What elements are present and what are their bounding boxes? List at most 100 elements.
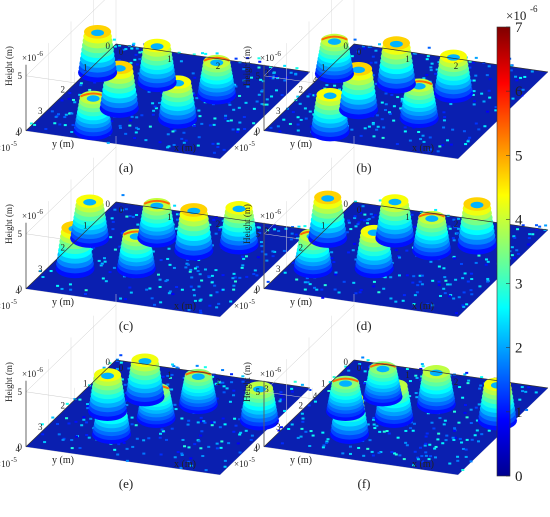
surface-noise (64, 113, 68, 116)
surface-noise (357, 446, 361, 449)
y-tick-label: 1 (83, 63, 88, 73)
surface-noise (166, 146, 170, 149)
surface-noise (242, 115, 246, 118)
surface-noise (200, 122, 204, 125)
surface-noise (222, 148, 226, 151)
surface-noise (382, 126, 386, 129)
surface-noise (471, 61, 475, 64)
surface-noise (180, 417, 184, 420)
surface-noise (217, 302, 221, 305)
surface-noise (429, 69, 433, 72)
surface-noise (131, 445, 135, 448)
surface-noise (190, 276, 194, 279)
surface-noise (449, 294, 453, 297)
surface-noise (371, 74, 375, 77)
surface-noise (75, 435, 79, 438)
x-tick-label: 1 (405, 54, 410, 64)
surface-noise (124, 132, 128, 135)
surface-noise (63, 116, 67, 119)
x-tick-label: 2 (454, 219, 459, 229)
surface-noise (430, 62, 434, 65)
panel-label: (e) (119, 476, 133, 491)
surface-noise (159, 432, 163, 435)
surface-noise (342, 280, 346, 283)
z-tick-label: 5 (18, 229, 23, 239)
surface-noise (250, 76, 254, 79)
surface-noise (397, 274, 401, 277)
surface-noise (158, 436, 162, 439)
surface-noise (120, 378, 124, 381)
surface-noise (308, 445, 312, 448)
surface-noise (398, 256, 402, 259)
surface (26, 353, 312, 475)
surface-noise (519, 76, 523, 79)
ring-bump (326, 375, 366, 421)
surface-noise (419, 378, 423, 381)
surface-noise (363, 370, 367, 373)
surface-noise (41, 276, 45, 279)
ring-bump (78, 25, 118, 83)
surface-noise (452, 438, 456, 441)
surface-noise (203, 268, 207, 271)
surface-noise (354, 292, 358, 295)
surface-noise (283, 64, 287, 67)
surface-noise (154, 107, 158, 110)
surface-noise (374, 61, 378, 64)
surface-noise (131, 43, 135, 46)
z-exponent: ×10 (260, 53, 275, 63)
surface-noise (307, 404, 311, 407)
surface-noise (412, 303, 416, 306)
surface-noise (134, 424, 138, 427)
surface-noise (142, 439, 146, 442)
surface-noise (347, 251, 351, 254)
surface-noise (361, 45, 365, 48)
surface-noise (214, 382, 218, 385)
surface-noise (168, 376, 172, 379)
surface-noise (295, 67, 299, 70)
surface-noise (469, 408, 473, 411)
surface-noise (57, 433, 61, 436)
surface-noise (56, 284, 60, 287)
surface-noise (202, 420, 206, 423)
surface-noise (416, 458, 420, 461)
y-exponent-power: -5 (249, 298, 255, 306)
surface-noise (448, 295, 452, 298)
surface-noise (175, 213, 179, 216)
surface-noise (210, 421, 214, 424)
surface-noise (173, 456, 177, 459)
surface-noise (165, 438, 169, 441)
surface-noise (486, 110, 490, 113)
surface-noise (272, 75, 276, 78)
surface-noise (218, 226, 222, 229)
y-tick-label: 0 (106, 357, 111, 367)
y-tick-label: 4 (16, 128, 21, 138)
surface-noise (130, 115, 134, 118)
surface-noise (434, 72, 438, 75)
surface-noise (118, 126, 122, 129)
x-axis-label: x (m) (412, 143, 434, 154)
surface-noise (297, 225, 301, 228)
y-axis-label: y (m) (52, 139, 74, 150)
y-tick-label: 4 (254, 128, 259, 138)
surface-noise (456, 455, 460, 458)
surface-noise (179, 60, 183, 63)
surface-noise (234, 85, 238, 88)
surface-noise (215, 397, 219, 400)
surface-noise (176, 218, 180, 221)
surface-noise (213, 284, 217, 287)
surface-noise (179, 466, 183, 469)
surface-noise (290, 387, 294, 390)
surface-noise (474, 406, 478, 409)
surface-noise (38, 270, 42, 273)
y-tick-label: 1 (83, 379, 88, 389)
surface-noise (223, 423, 227, 426)
surface-noise (326, 438, 330, 441)
colorbar-tick-label: 3 (515, 277, 523, 293)
ring-hole (352, 66, 366, 74)
surface-noise (60, 99, 64, 102)
surface-noise (78, 398, 82, 401)
surface-noise (372, 423, 376, 426)
surface-noise (65, 417, 69, 420)
surface-noise (117, 443, 121, 446)
